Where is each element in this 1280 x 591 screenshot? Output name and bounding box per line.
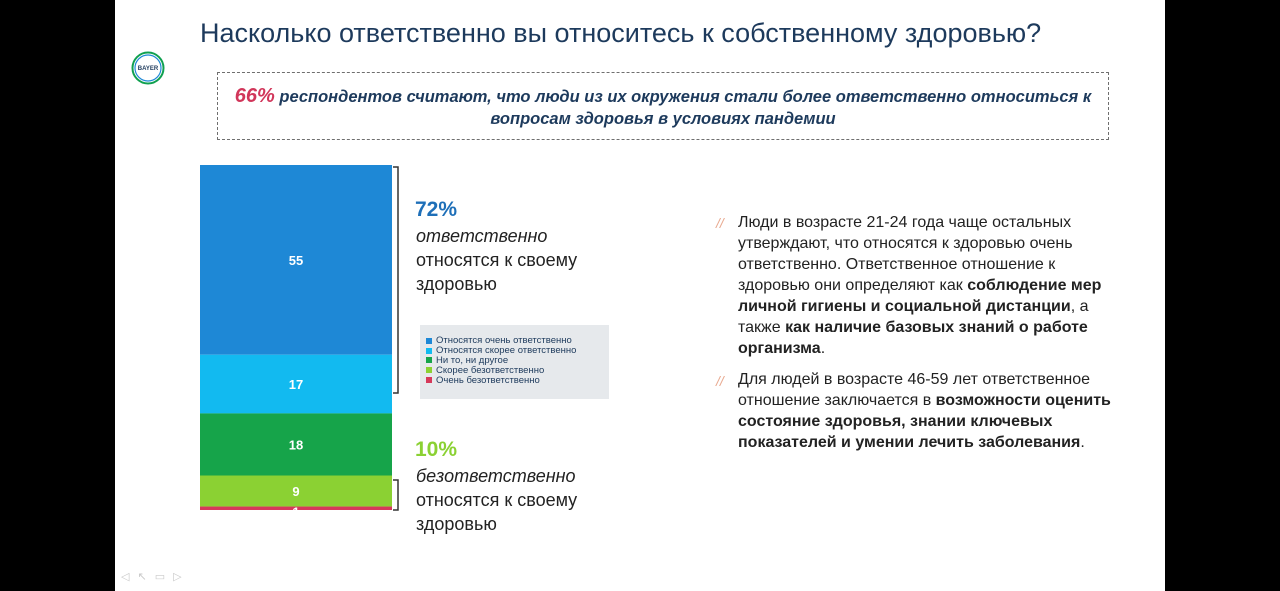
pointer-icon[interactable]: ↖ xyxy=(137,571,147,583)
brace-responsible xyxy=(393,166,399,394)
responsible-line3: здоровью xyxy=(416,274,497,294)
quote-marker-1: // xyxy=(716,215,724,231)
quote-marker-2: // xyxy=(716,373,724,389)
bar-label-3: 18 xyxy=(289,437,303,452)
insight1-bold2: как наличие базовых знаний о работе орга… xyxy=(738,319,1088,357)
responsible-line2: относятся к своему xyxy=(416,250,578,270)
presentation-toolbar: ◁ ↖ ▭ ▷ xyxy=(121,570,182,583)
bar-label-5: 1 xyxy=(292,505,299,520)
legend-swatch xyxy=(426,357,432,364)
bar-segment-5 xyxy=(200,506,392,510)
chart-legend: Относятся очень ответственно Относятся ск… xyxy=(420,325,609,399)
legend-label: Ни то, ни другое xyxy=(436,355,509,366)
bar-segment-2 xyxy=(200,354,392,414)
legend-label: Очень безответственно xyxy=(436,374,540,386)
bayer-logo: BAYER xyxy=(131,51,165,85)
callout-text: 66% респондентов считают, что люди из их… xyxy=(218,85,1108,130)
insight1-part1: Люди в возрасте 21-24 года чаще остальны… xyxy=(738,214,1073,294)
insight-text-1: Люди в возрасте 21-24 года чаще остальны… xyxy=(738,212,1118,359)
slide: Насколько ответственно вы относитесь к с… xyxy=(115,0,1165,591)
legend-label: Скорее безответственно xyxy=(436,364,545,376)
menu-icon[interactable]: ▭ xyxy=(154,571,166,583)
callout-box: 66% респондентов считают, что люди из их… xyxy=(217,72,1109,140)
legend-item-2: Относятся скорее ответственно xyxy=(426,345,609,357)
legend-swatch xyxy=(426,347,432,354)
responsible-note: ответственно относятся к своему здоровью xyxy=(416,224,577,296)
legend-item-5: Очень безответственно xyxy=(426,374,609,386)
legend-swatch xyxy=(426,337,432,344)
bar-segment-1 xyxy=(200,165,392,355)
legend-label: Относятся очень ответственно xyxy=(436,335,572,347)
bar-segment-3 xyxy=(200,413,392,476)
irresponsible-line1: безответственно xyxy=(416,466,576,486)
slide-title: Насколько ответственно вы относитесь к с… xyxy=(200,18,1042,48)
legend-item-1: Относятся очень ответственно xyxy=(426,335,609,347)
brace-irresponsible xyxy=(393,479,399,511)
legend-item-3: Ни то, ни другое xyxy=(426,355,609,366)
insight2-part1: Для людей в возрасте 46-59 лет ответстве… xyxy=(738,371,1091,409)
legend-swatch xyxy=(426,377,432,384)
irresponsible-percent: 10% xyxy=(415,438,458,461)
stacked-bar-chart: 55 17 18 9 1 xyxy=(200,165,392,520)
insight1-bold1: соблюдение мер личной гигиены и социальн… xyxy=(738,277,1102,315)
bar-label-2: 17 xyxy=(289,377,303,392)
bar-segment-4 xyxy=(200,475,392,507)
irresponsible-line2: относятся к своему xyxy=(416,490,578,510)
legend-label: Относятся скорее ответственно xyxy=(436,345,577,357)
next-icon[interactable]: ▷ xyxy=(173,571,182,583)
bar-label-4: 9 xyxy=(292,484,299,499)
irresponsible-line3: здоровью xyxy=(416,514,497,534)
insight-text-2: Для людей в возрасте 46-59 лет ответстве… xyxy=(738,369,1118,453)
callout-percent: 66% xyxy=(234,85,275,107)
bar-label-1: 55 xyxy=(289,253,303,268)
responsible-percent: 72% xyxy=(415,198,458,221)
logo-text: BAYER xyxy=(138,66,159,72)
legend-swatch xyxy=(426,367,432,374)
prev-icon[interactable]: ◁ xyxy=(121,571,130,583)
insight1-part2: , а также xyxy=(738,298,1089,336)
callout-description: респондентов считают, что люди из их окр… xyxy=(274,88,1092,128)
insight2-bold1: возможности оценить состояние здоровья, … xyxy=(738,392,1111,451)
insight2-part2: . xyxy=(1080,434,1085,451)
insight1-part3: . xyxy=(820,340,826,357)
legend-item-4: Скорее безответственно xyxy=(426,364,609,376)
irresponsible-note: безответственно относятся к своему здоро… xyxy=(416,464,577,536)
responsible-line1: ответственно xyxy=(416,226,548,246)
